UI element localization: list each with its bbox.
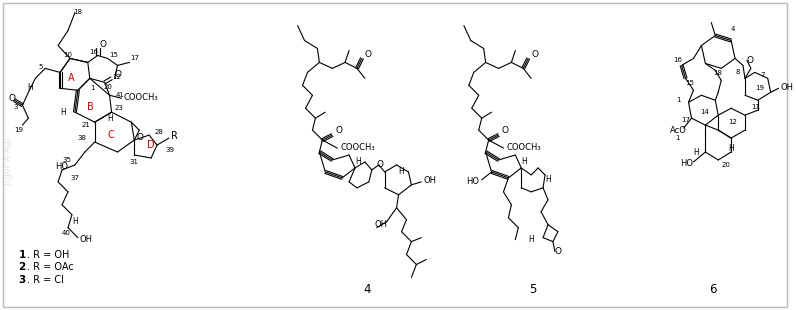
Text: 18: 18	[713, 70, 722, 76]
Text: H: H	[355, 157, 361, 166]
Text: 38: 38	[78, 135, 87, 141]
Text: O: O	[365, 50, 372, 59]
Text: O: O	[501, 126, 509, 135]
Text: 4: 4	[731, 25, 736, 32]
Text: COOCH₃: COOCH₃	[340, 143, 375, 152]
Text: 7: 7	[761, 72, 765, 78]
Text: H: H	[60, 108, 66, 117]
Text: 28: 28	[154, 129, 163, 135]
Text: 37: 37	[70, 175, 79, 181]
Text: HO: HO	[466, 177, 479, 186]
Text: O: O	[335, 126, 342, 135]
Text: 12: 12	[728, 119, 737, 125]
Text: 17: 17	[681, 117, 691, 123]
Text: Bgor A Agr.: Bgor A Agr.	[4, 135, 13, 185]
Text: H: H	[693, 148, 699, 157]
Text: OH: OH	[781, 83, 794, 92]
Text: 1: 1	[90, 85, 94, 91]
Text: 31: 31	[130, 159, 139, 165]
Text: O: O	[136, 133, 143, 142]
Text: 3: 3	[18, 276, 25, 286]
Text: COOCH₃: COOCH₃	[123, 93, 158, 102]
Text: H: H	[107, 114, 113, 123]
Text: 10: 10	[63, 52, 72, 59]
Text: H: H	[521, 157, 527, 166]
Text: 15: 15	[685, 80, 694, 86]
Text: D: D	[147, 140, 154, 150]
Text: 5: 5	[38, 64, 43, 70]
Text: A: A	[68, 73, 75, 83]
Text: 11: 11	[751, 104, 760, 110]
Text: H: H	[72, 217, 78, 226]
Text: C: C	[107, 130, 115, 140]
Text: 40: 40	[62, 230, 71, 236]
Text: COOCH₃: COOCH₃	[506, 143, 541, 152]
Text: 21: 21	[82, 122, 91, 128]
Text: H: H	[399, 167, 404, 176]
Text: O: O	[377, 161, 384, 170]
Text: 6: 6	[709, 283, 717, 296]
Text: 20: 20	[721, 162, 730, 168]
Text: H: H	[545, 175, 551, 184]
Text: 12: 12	[112, 74, 122, 80]
Text: O: O	[115, 70, 122, 79]
Text: H: H	[728, 144, 734, 153]
Text: 35: 35	[62, 157, 71, 163]
Text: . R = OAc: . R = OAc	[27, 263, 74, 272]
Text: 16: 16	[673, 57, 683, 64]
Text: O: O	[9, 94, 16, 103]
Text: 2: 2	[18, 263, 25, 272]
Text: 1: 1	[676, 135, 680, 141]
Text: O: O	[100, 40, 107, 49]
Text: . R = OH: . R = OH	[27, 250, 70, 259]
Text: O: O	[531, 50, 538, 59]
Text: OH: OH	[80, 235, 93, 244]
Text: 17: 17	[131, 55, 139, 61]
Text: 15: 15	[110, 52, 119, 59]
Text: 5: 5	[529, 283, 537, 296]
Text: 4: 4	[363, 283, 371, 296]
Text: O: O	[747, 56, 754, 65]
Text: H: H	[529, 235, 534, 244]
Text: O: O	[555, 247, 562, 256]
Text: 20: 20	[103, 84, 112, 90]
Text: 1: 1	[677, 97, 681, 103]
Text: 19: 19	[14, 127, 24, 133]
Text: HO: HO	[680, 159, 693, 168]
Text: 19: 19	[755, 85, 764, 91]
Text: OH: OH	[423, 176, 436, 185]
Text: R: R	[171, 131, 178, 141]
Text: 1: 1	[18, 250, 25, 259]
Text: OH: OH	[375, 220, 388, 229]
Text: 3: 3	[14, 104, 18, 110]
Text: 18: 18	[73, 9, 82, 15]
Text: 41: 41	[115, 92, 124, 98]
Text: 8: 8	[735, 69, 739, 75]
Text: 23: 23	[115, 105, 123, 111]
Text: B: B	[87, 102, 94, 112]
Text: HO: HO	[55, 162, 68, 171]
Text: AcO: AcO	[669, 126, 687, 135]
Text: 14: 14	[700, 109, 709, 115]
Text: 39: 39	[165, 147, 174, 153]
Text: . R = Cl: . R = Cl	[27, 276, 64, 286]
Text: 16: 16	[89, 50, 98, 55]
Text: H: H	[27, 83, 33, 92]
